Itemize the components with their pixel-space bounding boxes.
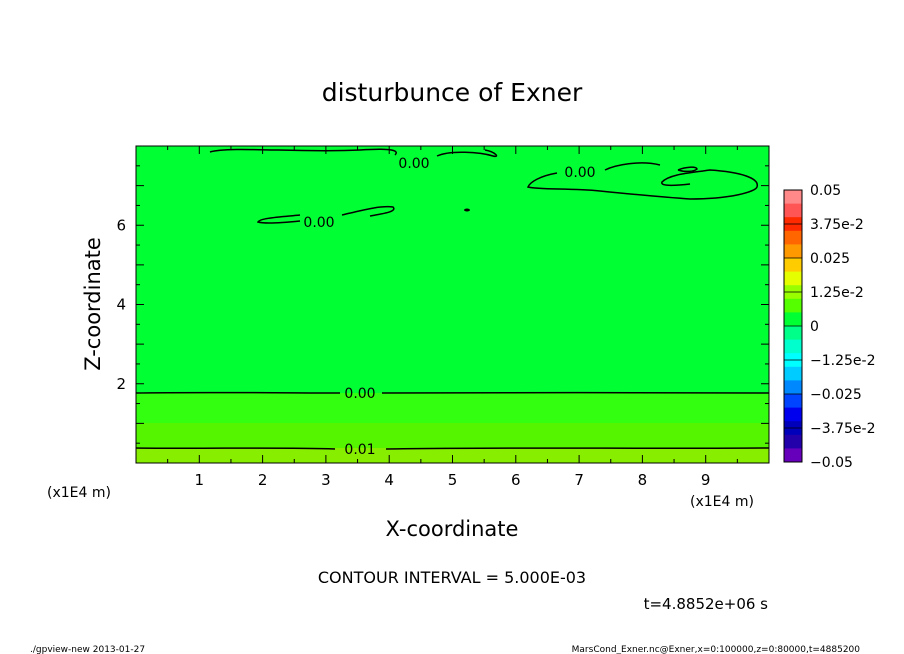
x-tick-label: 5 [448, 471, 458, 489]
contour-small-dot [464, 208, 470, 212]
colorbar-label: 3.75e-2 [810, 217, 864, 233]
footer-right: MarsCond_Exner.nc@Exner,x=0:100000,z=0:8… [572, 645, 861, 654]
colorbar-segment [784, 190, 802, 205]
contour-interval-text: CONTOUR INTERVAL = 5.000E-03 [318, 568, 586, 587]
footer-left: ./gpview-new 2013-01-27 [30, 645, 145, 654]
colorbar: 0.05 3.75e-2 0.025 1.25e-2 0 −1.25e-2 −0.025 −3… [783, 183, 875, 471]
contour-line-0-00-top [209, 148, 498, 158]
colorbar-segment [784, 366, 802, 381]
colorbar-segment [784, 448, 802, 463]
level-band-1 [136, 393, 769, 423]
x-unit-label-left: (x1E4 m) [47, 485, 111, 501]
colorbar-label: −1.25e-2 [810, 353, 875, 369]
colorbar-segment [784, 394, 802, 409]
level-band-2 [136, 423, 769, 448]
colorbar-segment [784, 230, 802, 245]
colorbar-segment [784, 326, 802, 341]
colorbar-segment [784, 339, 802, 354]
colorbar-segment [784, 244, 802, 259]
colorbar-segment [784, 271, 802, 286]
y-tick-label: 2 [116, 375, 126, 393]
colorbar-label: 0.025 [810, 251, 850, 267]
colorbar-segment [784, 203, 802, 218]
colorbar-segment [784, 312, 802, 327]
colorbar-segment [784, 380, 802, 395]
colorbar-segment [784, 407, 802, 422]
y-tick-label: 6 [116, 216, 126, 234]
x-unit-label-right: (x1E4 m) [690, 494, 754, 510]
contour-line-0-00-mid-left [256, 205, 395, 224]
y-axis-label: Z-coordinate [81, 237, 105, 371]
contour-line-0-00-upper-right [526, 162, 758, 200]
contour-label: 0.00 [344, 386, 375, 402]
contour-small-loop [677, 166, 698, 173]
contour-label: 0.00 [303, 215, 334, 231]
colorbar-label: 0.05 [810, 183, 841, 199]
colorbar-segment [784, 298, 802, 313]
x-tick-label: 4 [384, 471, 394, 489]
colorbar-label: −0.05 [810, 455, 853, 471]
x-tick-label: 3 [321, 471, 331, 489]
contour-label: 0.00 [398, 156, 429, 172]
y-axis: 2 4 6 [116, 145, 769, 464]
x-axis-label: X-coordinate [386, 517, 519, 541]
contour-label: 0.00 [564, 165, 595, 181]
x-axis: 1 2 3 4 5 6 7 8 9 [135, 146, 770, 489]
y-tick-label: 4 [116, 296, 126, 314]
colorbar-segment [784, 434, 802, 449]
colorbar-label: −0.025 [810, 387, 862, 403]
x-tick-label: 6 [511, 471, 521, 489]
x-tick-label: 2 [258, 471, 268, 489]
colorbar-label: −3.75e-2 [810, 421, 875, 437]
colorbar-label: 1.25e-2 [810, 285, 864, 301]
colorbar-label: 0 [810, 319, 819, 335]
x-tick-label: 1 [195, 471, 205, 489]
colorbar-segment [784, 258, 802, 273]
x-tick-label: 8 [638, 471, 648, 489]
contour-line-0-01 [135, 447, 770, 450]
contour-label: 0.01 [344, 442, 375, 458]
plot-area: 0.00 0.00 0.00 0.00 0.01 [135, 145, 770, 464]
chart-title: disturbunce of Exner [322, 78, 583, 107]
time-text: t=4.8852e+06 s [644, 595, 769, 613]
x-tick-label: 9 [701, 471, 711, 489]
x-tick-label: 7 [574, 471, 584, 489]
